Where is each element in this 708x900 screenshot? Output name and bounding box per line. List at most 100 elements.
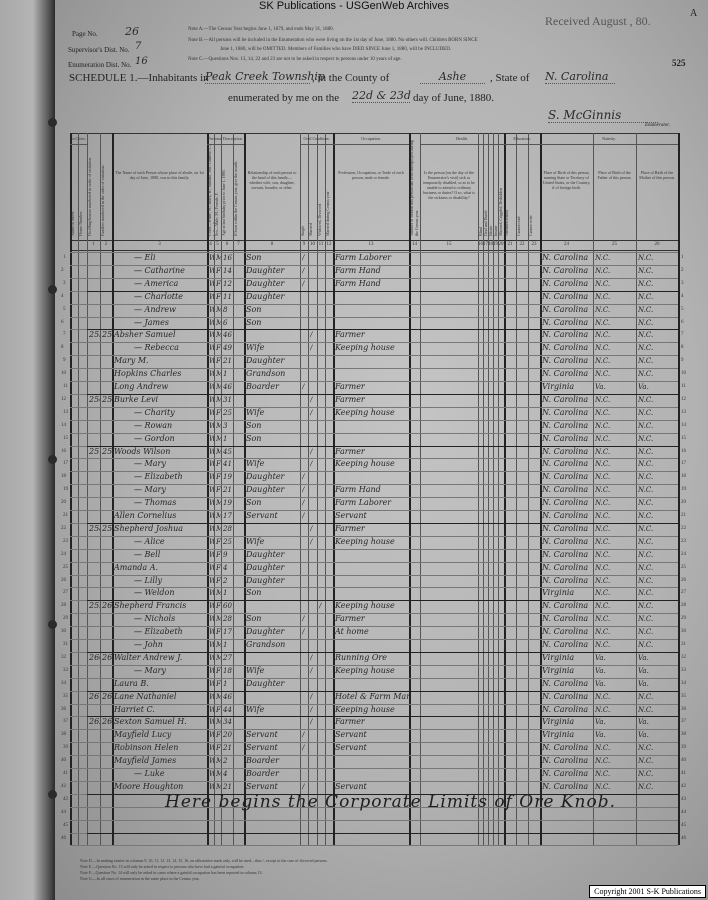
cell-name: Hopkins Charles [114,369,182,379]
township-value: Peak Creek Township [205,70,325,84]
row-number: 19 [63,487,68,493]
cell-dw: 256 [89,394,100,404]
cell-sex: M [216,368,221,380]
cell-fbp: N.C. [595,641,611,649]
note-f: Note F.—Question No. 14 will only be ask… [80,870,263,875]
row-number: 24 [61,551,66,557]
cell-occ: Running Ore [335,652,387,662]
cell-fbp: N.C. [595,705,611,714]
cell-fbp: N.C. [595,434,611,443]
row-number: 15 [63,435,68,441]
cell-occ: Servant [335,511,367,520]
cell-name: — James [134,317,169,327]
cell-color: W [209,626,214,638]
cell-name: — Lilly [134,575,163,585]
cell-occ: Farm Hand [335,278,381,288]
cell-age: 4 [223,563,228,572]
cell-mbp: N.C. [638,602,654,611]
cell-occ: Farmer [335,330,365,340]
cell-fbp: N.C. [595,692,611,701]
row-number: 40 [61,758,66,764]
row-number: 32 [681,654,686,660]
row-number: 34 [61,680,66,686]
census-sheet [55,0,708,900]
row-rule [70,742,678,743]
column-rule [207,133,209,846]
cell-fbp: N.C. [595,408,611,417]
row-number: 44 [681,809,686,815]
column-rule [516,133,517,846]
column-header: Married during Census year [325,191,330,236]
row-number: 4 [61,293,64,299]
row-number: 25 [681,564,686,570]
row-rule [70,316,678,317]
cell-fbp: N.C. [595,628,611,637]
cell-color: W [209,678,214,690]
cell-occ: At home [335,627,369,637]
group-rule [333,144,409,145]
cell-single: / [302,744,305,753]
cell-name: — Mary [134,665,166,675]
cell-mbp: Va. [638,666,649,675]
cell-color: W [209,639,214,651]
cell-fbp: N.C. [595,279,611,288]
cell-fbp: N.C. [595,292,611,301]
row-number: 40 [681,758,686,764]
row-number: 13 [681,409,686,415]
cell-color: W [209,716,214,728]
cell-mbp: N.C. [638,370,654,379]
column-number: 24 [564,242,569,247]
cell-fbp: N.C. [595,757,611,766]
cell-occ: Keeping house [335,536,395,546]
cell-color: W [209,329,214,341]
row-rule [70,768,678,769]
column-rule [528,133,529,846]
cell-rel: Wife [246,536,265,546]
cell-color: W [209,278,214,290]
cell-fam: 258 [102,446,112,456]
cell-rel: Daughter [246,562,285,572]
cell-name: — Rebecca [134,343,179,353]
row-rule [70,819,678,821]
row-number: 1 [681,255,684,260]
cell-rel: Servant [246,730,278,740]
cell-occ: Farmer [335,446,365,456]
cell-sex: M [216,523,221,535]
column-rule [300,133,301,846]
cell-bp: N. Carolina [542,627,589,637]
cell-rel: Daughter [246,485,285,495]
cell-color: W [209,742,214,754]
cell-name: — Mary [134,459,166,469]
cell-mbp: N.C. [638,254,654,262]
column-rule [112,133,114,846]
cell-color: W [209,652,214,664]
cell-fbp: Va. [595,666,606,675]
cell-sex: M [216,252,221,264]
column-rule [493,133,494,846]
cell-fbp: N.C. [595,744,611,753]
enumeration-value: 16 [135,56,148,67]
row-number: 5 [63,306,66,312]
cell-rel: Daughter [246,472,285,482]
cell-bp: N. Carolina [542,704,589,714]
cell-color: W [209,510,214,522]
row-number: 45 [681,822,686,828]
cell-occ: Hotel & Farm Manager [335,691,409,701]
cell-married: / [310,344,313,353]
cell-occ: Farm Laborer [335,253,392,262]
cell-sex: M [216,768,221,780]
cell-married: / [310,447,313,456]
cell-occ: Keeping house [335,601,395,611]
column-rule [325,133,326,846]
cell-bp: Virginia [542,588,575,598]
family-divider [87,393,678,395]
cell-bp: N. Carolina [542,472,589,482]
cell-fam: 260 [102,601,112,611]
row-number: 10 [681,371,686,377]
column-rule [593,133,594,846]
cell-fbp: N.C. [595,331,611,340]
cell-name: Long Andrew [114,382,169,391]
cell-name: Shepherd Francis [114,601,187,611]
cell-rel: Son [246,433,262,443]
cell-fam: 256 [102,330,112,340]
